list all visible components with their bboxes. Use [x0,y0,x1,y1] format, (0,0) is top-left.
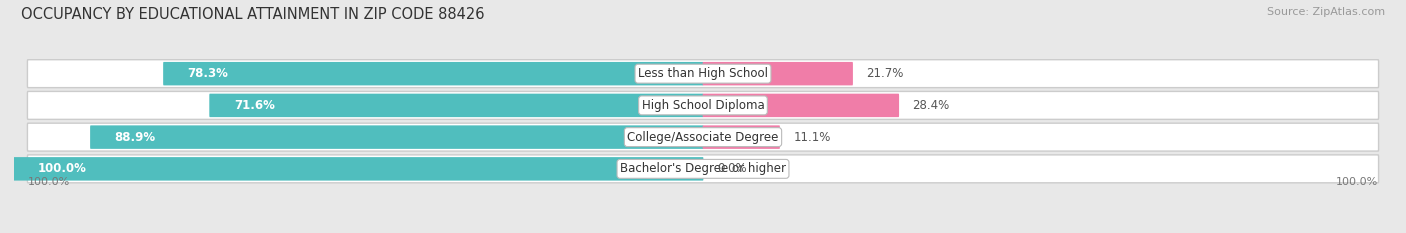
Text: OCCUPANCY BY EDUCATIONAL ATTAINMENT IN ZIP CODE 88426: OCCUPANCY BY EDUCATIONAL ATTAINMENT IN Z… [21,7,485,22]
FancyBboxPatch shape [28,123,1378,151]
Text: High School Diploma: High School Diploma [641,99,765,112]
FancyBboxPatch shape [703,62,853,86]
FancyBboxPatch shape [703,94,898,117]
Text: Bachelor's Degree or higher: Bachelor's Degree or higher [620,162,786,175]
Text: 100.0%: 100.0% [28,177,70,187]
Text: Less than High School: Less than High School [638,67,768,80]
Text: 11.1%: 11.1% [793,131,831,144]
FancyBboxPatch shape [28,91,1378,119]
FancyBboxPatch shape [28,60,1378,88]
FancyBboxPatch shape [163,62,703,86]
Text: 21.7%: 21.7% [866,67,904,80]
Text: Source: ZipAtlas.com: Source: ZipAtlas.com [1267,7,1385,17]
Text: College/Associate Degree: College/Associate Degree [627,131,779,144]
Text: 28.4%: 28.4% [912,99,949,112]
FancyBboxPatch shape [209,94,703,117]
Text: 100.0%: 100.0% [1336,177,1378,187]
Text: 88.9%: 88.9% [115,131,156,144]
FancyBboxPatch shape [28,155,1378,183]
FancyBboxPatch shape [703,125,780,149]
Text: 78.3%: 78.3% [187,67,229,80]
Text: 71.6%: 71.6% [233,99,274,112]
Text: 100.0%: 100.0% [38,162,87,175]
FancyBboxPatch shape [14,157,703,181]
Text: 0.0%: 0.0% [717,162,747,175]
FancyBboxPatch shape [90,125,703,149]
